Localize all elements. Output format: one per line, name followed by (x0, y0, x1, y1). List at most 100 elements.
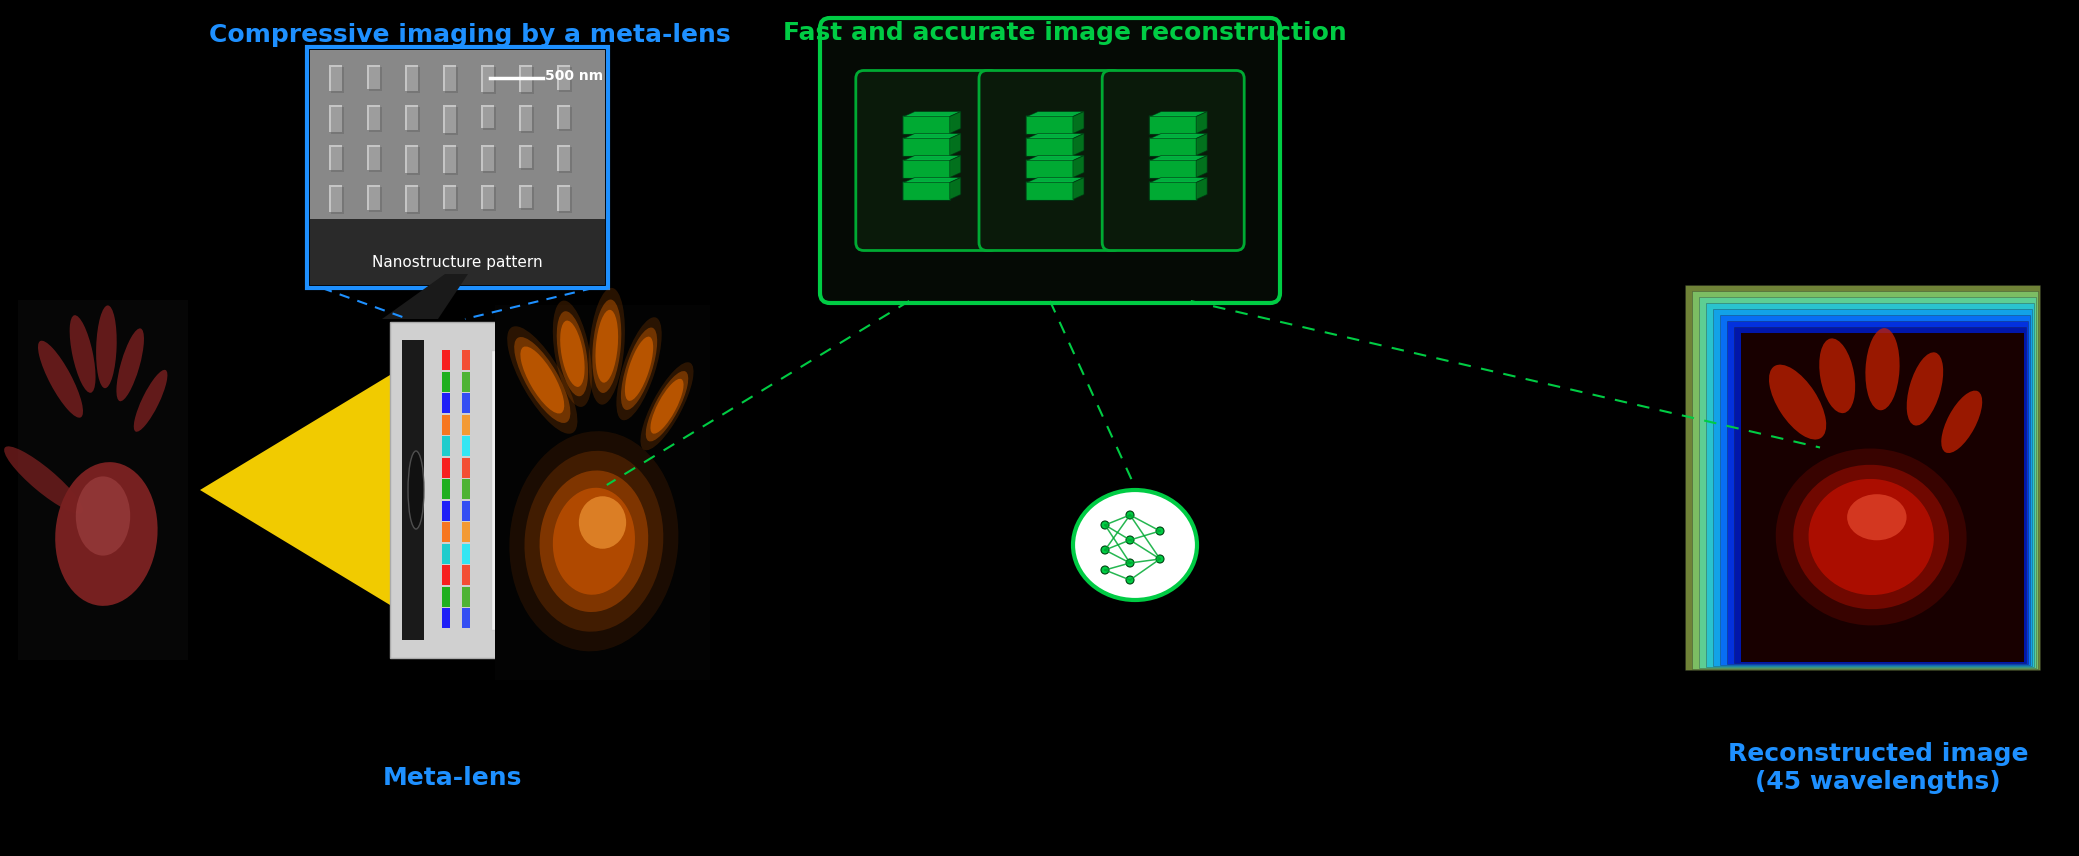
FancyBboxPatch shape (368, 65, 380, 89)
Ellipse shape (626, 336, 653, 401)
FancyBboxPatch shape (557, 145, 570, 171)
FancyBboxPatch shape (902, 116, 950, 134)
Ellipse shape (1865, 328, 1900, 410)
Polygon shape (1073, 177, 1083, 199)
FancyBboxPatch shape (405, 105, 418, 130)
FancyBboxPatch shape (407, 187, 420, 214)
FancyBboxPatch shape (368, 185, 380, 210)
FancyBboxPatch shape (559, 187, 572, 213)
FancyBboxPatch shape (522, 227, 534, 252)
Polygon shape (1150, 134, 1208, 139)
FancyBboxPatch shape (328, 105, 343, 132)
Ellipse shape (37, 341, 83, 418)
FancyBboxPatch shape (407, 147, 420, 175)
FancyBboxPatch shape (522, 187, 534, 210)
FancyBboxPatch shape (480, 65, 495, 92)
FancyBboxPatch shape (462, 565, 470, 586)
Ellipse shape (615, 318, 661, 420)
FancyBboxPatch shape (1150, 138, 1198, 157)
Ellipse shape (71, 315, 96, 393)
Ellipse shape (524, 451, 663, 632)
Ellipse shape (1775, 449, 1967, 626)
FancyBboxPatch shape (522, 147, 534, 170)
FancyBboxPatch shape (405, 145, 418, 173)
FancyBboxPatch shape (445, 227, 457, 253)
FancyBboxPatch shape (482, 67, 497, 94)
Ellipse shape (407, 451, 424, 529)
Text: Fast and accurate image reconstruction: Fast and accurate image reconstruction (784, 21, 1347, 45)
FancyBboxPatch shape (1734, 327, 2027, 663)
FancyBboxPatch shape (310, 219, 605, 285)
Polygon shape (1150, 177, 1208, 182)
Ellipse shape (595, 310, 617, 383)
Ellipse shape (557, 312, 588, 396)
FancyBboxPatch shape (522, 107, 534, 133)
Ellipse shape (640, 362, 694, 450)
Text: Reconstructed image
(45 wavelengths): Reconstructed image (45 wavelengths) (1728, 742, 2029, 794)
FancyBboxPatch shape (1707, 303, 2033, 667)
Ellipse shape (622, 328, 657, 410)
FancyBboxPatch shape (331, 107, 343, 134)
Polygon shape (1027, 156, 1083, 161)
FancyBboxPatch shape (443, 225, 455, 251)
Polygon shape (904, 156, 960, 161)
Ellipse shape (96, 306, 116, 388)
Circle shape (1156, 527, 1164, 535)
FancyBboxPatch shape (1150, 116, 1198, 134)
FancyBboxPatch shape (443, 458, 449, 478)
FancyBboxPatch shape (557, 225, 570, 253)
FancyBboxPatch shape (1699, 297, 2035, 668)
FancyBboxPatch shape (405, 225, 418, 249)
FancyBboxPatch shape (368, 187, 383, 212)
FancyBboxPatch shape (902, 138, 950, 157)
FancyBboxPatch shape (462, 522, 470, 543)
FancyBboxPatch shape (368, 147, 383, 172)
Ellipse shape (509, 431, 678, 651)
FancyBboxPatch shape (328, 185, 343, 212)
FancyBboxPatch shape (368, 225, 380, 252)
Text: Meta-lens: Meta-lens (383, 766, 522, 790)
FancyBboxPatch shape (1719, 315, 2029, 665)
Text: 500 nm: 500 nm (545, 69, 603, 83)
FancyBboxPatch shape (480, 225, 495, 253)
FancyBboxPatch shape (407, 67, 420, 93)
FancyBboxPatch shape (491, 350, 509, 630)
Polygon shape (1150, 156, 1208, 161)
Ellipse shape (593, 300, 622, 393)
Polygon shape (950, 111, 960, 134)
FancyBboxPatch shape (482, 147, 497, 173)
FancyBboxPatch shape (445, 187, 457, 211)
Ellipse shape (578, 496, 626, 549)
Polygon shape (1073, 156, 1083, 177)
Polygon shape (1073, 111, 1083, 134)
Ellipse shape (1073, 490, 1198, 600)
Polygon shape (1027, 134, 1083, 139)
Ellipse shape (1819, 338, 1854, 413)
FancyBboxPatch shape (520, 185, 532, 208)
FancyBboxPatch shape (405, 185, 418, 212)
Ellipse shape (1769, 365, 1825, 439)
FancyBboxPatch shape (857, 70, 998, 251)
Polygon shape (200, 372, 395, 608)
FancyBboxPatch shape (368, 107, 383, 132)
FancyBboxPatch shape (331, 227, 343, 254)
FancyBboxPatch shape (401, 340, 424, 640)
FancyBboxPatch shape (495, 305, 711, 680)
FancyBboxPatch shape (520, 225, 532, 250)
Polygon shape (904, 177, 960, 182)
Ellipse shape (116, 329, 143, 401)
FancyBboxPatch shape (902, 181, 950, 200)
Text: Nanostructure pattern: Nanostructure pattern (372, 255, 543, 270)
FancyBboxPatch shape (557, 105, 570, 129)
FancyBboxPatch shape (443, 145, 455, 173)
Polygon shape (1195, 177, 1208, 199)
FancyBboxPatch shape (368, 227, 383, 254)
FancyBboxPatch shape (462, 587, 470, 607)
FancyBboxPatch shape (559, 107, 572, 131)
FancyBboxPatch shape (480, 145, 495, 171)
FancyBboxPatch shape (462, 501, 470, 520)
FancyBboxPatch shape (462, 350, 470, 370)
FancyBboxPatch shape (391, 322, 516, 658)
FancyBboxPatch shape (1027, 116, 1075, 134)
FancyBboxPatch shape (1027, 138, 1075, 157)
